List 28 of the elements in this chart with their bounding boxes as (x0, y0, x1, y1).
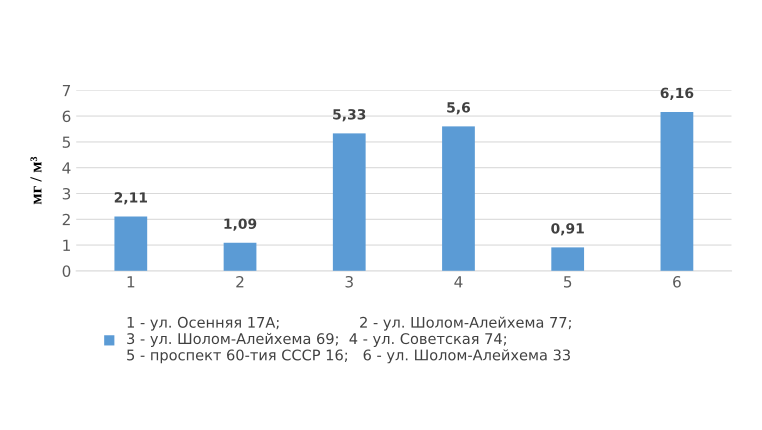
y-tick-label: 0 (62, 265, 70, 277)
bar (224, 242, 256, 271)
data-label: 0,91 (551, 223, 584, 236)
y-tick-label: 2 (62, 214, 70, 226)
bar (660, 112, 694, 271)
data-label: 6,16 (660, 88, 694, 100)
x-tick-label: 2 (236, 276, 244, 288)
data-label: 2,11 (114, 192, 147, 204)
y-tick-label: 5 (62, 136, 70, 148)
bar (551, 247, 584, 271)
data-label: 5,33 (333, 109, 366, 122)
y-tick-label: 4 (62, 162, 70, 174)
y-tick-label: 6 (62, 110, 70, 122)
y-tick-label: 7 (62, 84, 70, 96)
bar (114, 216, 148, 271)
y-tick-label: 1 (63, 240, 70, 251)
x-tick-label: 5 (564, 276, 572, 288)
x-tick-label: 1 (128, 276, 134, 288)
data-label: 1,09 (224, 218, 256, 231)
x-tick-label: 6 (673, 276, 681, 288)
legend-label: 1 - ул. Осенняя 17А; 2 - ул. Шолом-Алейхема 77; 3 - ул. Шолом-Алейхема 69; 4 - ул. Советская 74; 5 - проспект 60-тия СССР 16; 6 - ул. Шолом-Алейхема 33 (127, 316, 571, 364)
y-axis-title: мг / м³ (30, 156, 42, 204)
x-tick-label: 3 (346, 276, 353, 288)
data-label: 5,6 (447, 102, 470, 114)
bar (332, 133, 366, 271)
x-tick-label: 4 (454, 276, 462, 288)
y-tick-label: 3 (62, 188, 70, 200)
bar (442, 126, 475, 271)
